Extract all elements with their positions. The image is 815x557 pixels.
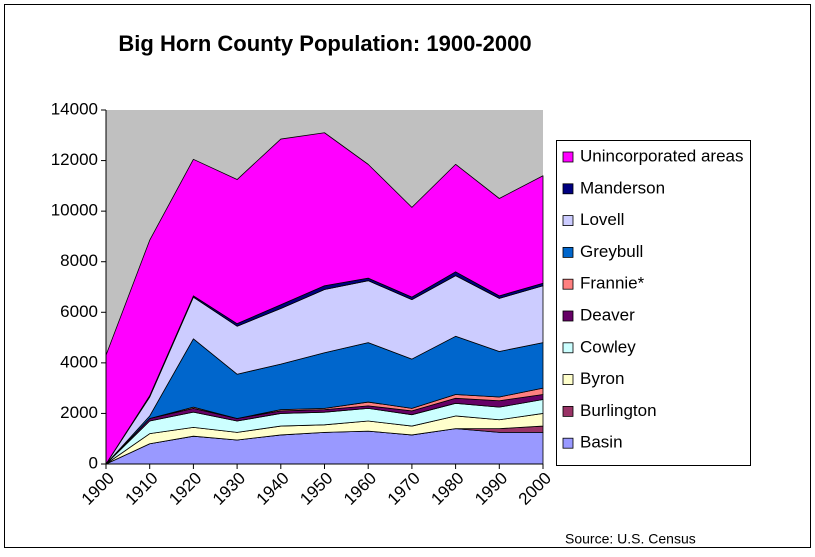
legend-label: Greybull: [580, 242, 643, 261]
legend-label: Frannie*: [580, 274, 645, 293]
legend-label: Burlington: [580, 401, 657, 420]
legend-swatch: [562, 310, 574, 322]
legend-swatch: [562, 246, 574, 258]
y-tick-label: 10000: [51, 201, 98, 220]
legend-label: Byron: [580, 369, 624, 388]
legend-swatch: [562, 278, 574, 290]
legend-label: Deaver: [580, 305, 635, 324]
y-tick-label: 14000: [51, 99, 98, 118]
legend-label: Basin: [580, 433, 623, 452]
legend-box: [556, 140, 751, 466]
legend-label: Lovell: [580, 210, 624, 229]
chart-title: Big Horn County Population: 1900-2000: [118, 31, 531, 56]
area: [105, 132, 544, 465]
legend-label: Unincorporated areas: [580, 146, 743, 165]
legend-swatch: [562, 151, 574, 163]
legend-swatch: [562, 342, 574, 354]
legend-swatch: [562, 215, 574, 227]
legend-label: Cowley: [580, 337, 636, 356]
legend-label: Manderson: [580, 178, 665, 197]
y-tick-label: 0: [89, 453, 98, 472]
y-tick-label: 2000: [60, 403, 98, 422]
y-tick-label: 8000: [60, 251, 98, 270]
legend-swatch: [562, 374, 574, 386]
legend-swatch: [562, 405, 574, 417]
source-note: Source: U.S. Census: [565, 531, 696, 547]
legend-swatch: [562, 183, 574, 195]
y-tick-label: 4000: [60, 352, 98, 371]
y-tick-label: 6000: [60, 302, 98, 321]
y-tick-label: 12000: [51, 150, 98, 169]
legend-swatch: [562, 437, 574, 449]
